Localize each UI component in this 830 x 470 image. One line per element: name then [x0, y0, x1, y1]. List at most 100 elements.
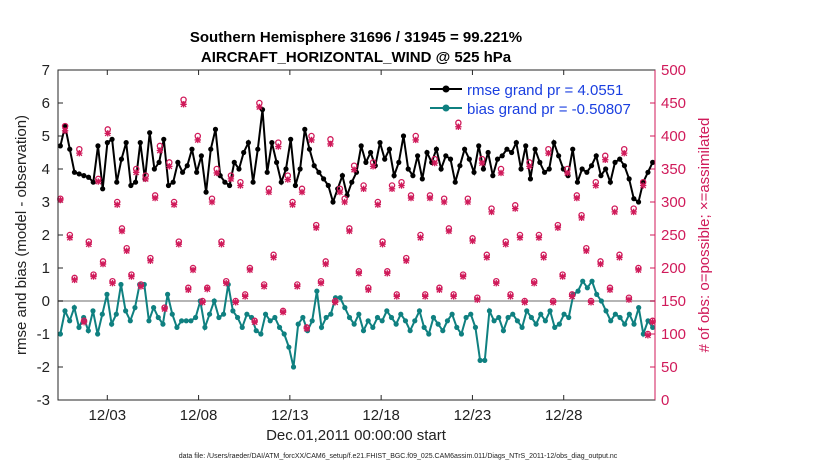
marker-assimilated — [407, 194, 415, 202]
series-layer — [57, 96, 656, 370]
data-point-bias — [379, 318, 385, 324]
data-point-bias — [183, 318, 189, 324]
x-tick-label: 12/18 — [362, 407, 400, 424]
data-point-rmse — [396, 159, 402, 165]
marker-assimilated — [578, 214, 585, 222]
marker-assimilated — [71, 276, 78, 284]
data-point-bias — [538, 311, 544, 317]
marker-assimilated — [488, 208, 495, 216]
marker-assimilated — [530, 279, 538, 287]
axes: 12/03 12/08 12/13 12/18 12/23 12/28 -3 -2 -1 0 1 2 3… — [37, 62, 686, 424]
data-point-bias — [622, 321, 628, 327]
data-point-bias — [314, 288, 320, 294]
data-point-rmse — [588, 163, 595, 169]
data-point-bias — [426, 331, 432, 337]
data-point-rmse — [438, 166, 444, 172]
y-axis-label-left: rmse and bias (model - observation) — [13, 115, 30, 355]
marker-assimilated — [398, 182, 405, 189]
marker-assimilated — [644, 332, 652, 339]
marker-assimilated — [341, 198, 348, 206]
marker-assimilated — [147, 257, 154, 264]
data-point-rmse — [527, 176, 534, 182]
marker-assimilated — [175, 241, 183, 248]
data-point-bias — [356, 311, 362, 317]
marker-assimilated — [90, 273, 97, 280]
data-point-bias — [290, 364, 297, 370]
marker-assimilated — [275, 143, 282, 150]
marker-assimilated — [474, 296, 481, 303]
data-point-rmse — [212, 126, 219, 132]
data-point-bias — [160, 321, 166, 327]
data-point-bias — [552, 324, 558, 330]
y-tick-label-right: 350 — [661, 161, 686, 178]
data-point-bias — [496, 314, 502, 321]
data-point-rmse — [405, 166, 411, 172]
data-point-rmse — [400, 133, 407, 139]
marker-assimilated — [502, 241, 509, 248]
data-point-bias — [113, 311, 119, 317]
data-point-bias — [127, 318, 133, 324]
data-point-rmse — [593, 153, 599, 159]
data-point-rmse — [330, 199, 336, 205]
marker-assimilated — [322, 260, 329, 268]
data-point-rmse — [433, 146, 440, 152]
data-point-bias — [267, 318, 273, 324]
marker-assimilated — [639, 182, 647, 189]
data-point-rmse — [161, 136, 167, 142]
y-tick-label-left: 4 — [42, 161, 50, 178]
data-point-rmse — [320, 176, 327, 182]
marker-assimilated — [284, 176, 291, 183]
data-point-bias — [234, 314, 241, 321]
marker-assimilated — [232, 299, 239, 306]
data-point-rmse — [382, 156, 388, 162]
data-point-rmse — [114, 179, 120, 185]
data-point-bias — [416, 308, 423, 314]
marker-assimilated — [459, 273, 467, 280]
y-tick-label-right: 200 — [661, 260, 686, 277]
data-point-rmse — [292, 182, 298, 189]
data-point-bias — [430, 314, 437, 321]
data-point-bias — [276, 324, 283, 330]
y-tick-label-left: -2 — [37, 359, 50, 376]
data-point-rmse — [556, 153, 562, 159]
data-point-rmse — [123, 140, 129, 146]
legend: rmse grand pr = 4.0551 bias grand pr = -… — [430, 82, 631, 118]
y-tick-label-right: 0 — [661, 392, 669, 409]
data-point-bias — [99, 311, 105, 317]
data-point-bias — [566, 314, 572, 321]
data-point-rmse — [570, 146, 576, 152]
data-point-rmse — [316, 169, 322, 175]
data-point-bias — [323, 314, 329, 321]
x-tick-label: 12/03 — [89, 407, 127, 424]
data-point-bias — [580, 278, 586, 284]
marker-assimilated — [568, 293, 576, 300]
y-axis-label-right: # of obs: o=possible; ×=assimilated — [696, 118, 713, 353]
data-point-rmse — [156, 159, 162, 165]
data-point-rmse — [603, 166, 609, 172]
marker-assimilated — [403, 257, 410, 264]
data-point-bias — [617, 314, 623, 321]
data-point-bias — [505, 314, 511, 321]
y-tick-label-right: 450 — [661, 95, 686, 112]
x-axis-label: Dec.01,2011 00:00:00 start — [266, 427, 447, 444]
data-point-rmse — [170, 179, 176, 185]
marker-assimilated — [625, 296, 633, 303]
data-point-bias — [575, 288, 581, 294]
data-point-bias — [398, 311, 404, 317]
data-point-bias — [211, 298, 217, 304]
data-point-bias — [151, 305, 157, 311]
data-point-rmse — [650, 159, 656, 165]
data-point-bias — [519, 324, 525, 330]
marker-assimilated — [66, 234, 74, 241]
marker-assimilated — [57, 196, 64, 204]
data-point-rmse — [255, 146, 261, 152]
y-tick-label-left: 1 — [42, 260, 50, 277]
marker-assimilated — [355, 270, 363, 277]
y-tick-label-right: 250 — [661, 227, 686, 244]
data-point-bias — [239, 324, 245, 330]
marker-assimilated — [384, 270, 391, 277]
data-point-rmse — [85, 174, 92, 180]
data-point-bias — [295, 321, 301, 327]
data-point-rmse — [513, 140, 519, 146]
data-point-bias — [547, 308, 553, 314]
